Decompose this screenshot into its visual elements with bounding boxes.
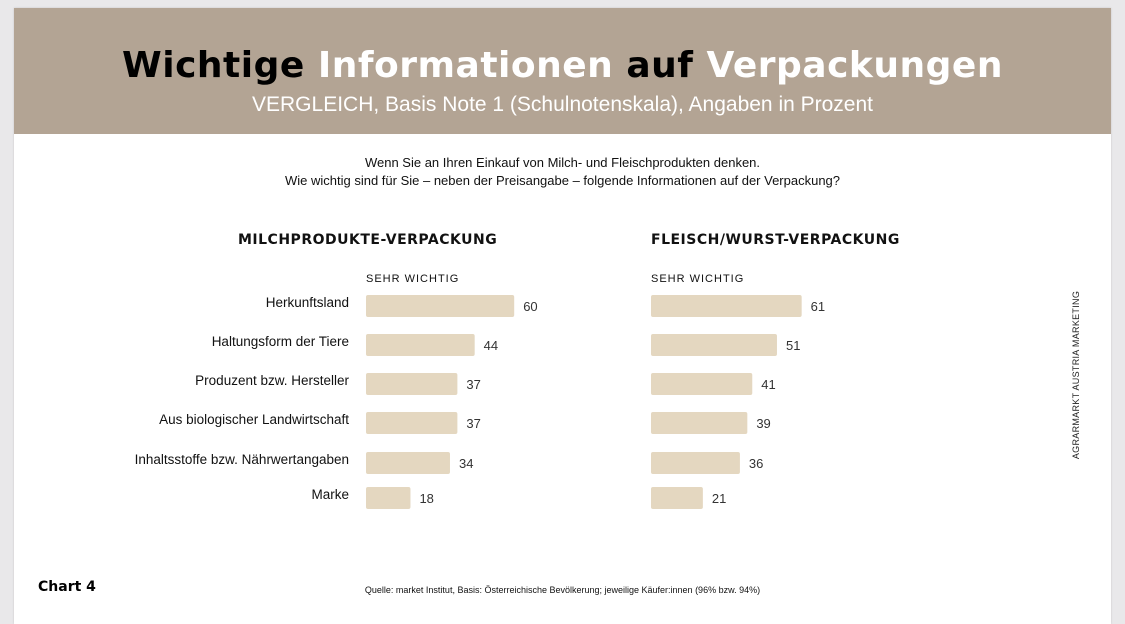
- bar-charts: MILCHPRODUKTE-VERPACKUNG SEHR WICHTIG 60 He…: [135, 232, 900, 509]
- fleisch-value-label-3: 39: [756, 416, 770, 431]
- fleisch-series-label: SEHR WICHTIG: [651, 273, 744, 285]
- title-word-3: auf: [626, 45, 694, 86]
- milch-chart-title: MILCHPRODUKTE-VERPACKUNG: [238, 232, 497, 248]
- slide: Wichtige Informationen auf Verpackungen …: [14, 8, 1111, 624]
- question-line-2: Wie wichtig sind für Sie – neben der Pre…: [284, 173, 841, 188]
- milch-bar-2: [366, 373, 458, 395]
- milch-value-label-4: 34: [459, 456, 473, 471]
- milch-value-label-0: 60: [523, 299, 537, 314]
- fleisch-bar-5: [651, 487, 703, 509]
- milch-series-label: SEHR WICHTIG: [366, 273, 459, 285]
- milch-value-label-3: 37: [466, 416, 480, 431]
- fleisch-value-label-1: 51: [786, 338, 800, 353]
- side-credit-text: AGRARMARKT AUSTRIA MARKETING: [1071, 290, 1081, 460]
- category-label-0: Herkunftsland: [266, 295, 349, 310]
- milch-bar-1: [366, 334, 475, 356]
- fleisch-bar-4: [651, 452, 740, 474]
- fleisch-value-label-5: 21: [712, 491, 726, 506]
- title-word-2: Informationen: [317, 45, 614, 86]
- fleisch-bar-3: [651, 412, 748, 434]
- chart-number: Chart 4: [38, 579, 96, 595]
- fleisch-value-label-0: 61: [811, 299, 825, 314]
- category-label-3: Aus biologischer Landwirtschaft: [159, 412, 349, 427]
- milch-bar-4: [366, 452, 450, 474]
- question-line-1: Wenn Sie an Ihren Einkauf von Milch- und…: [364, 155, 761, 170]
- milch-bar-3: [366, 412, 458, 434]
- category-label-5: Marke: [311, 487, 349, 502]
- fleisch-bar-2: [651, 373, 753, 395]
- category-label-1: Haltungsform der Tiere: [212, 334, 349, 349]
- title-word-1: Wichtige: [122, 45, 305, 86]
- milch-value-label-5: 18: [419, 491, 433, 506]
- fleisch-bar-1: [651, 334, 777, 356]
- survey-question: Wenn Sie an Ihren Einkauf von Milch- und…: [14, 154, 1111, 190]
- category-label-4: Inhaltsstoffe bzw. Nährwertangaben: [135, 452, 349, 467]
- milch-value-label-2: 37: [466, 377, 480, 392]
- header-banner: Wichtige Informationen auf Verpackungen …: [14, 8, 1111, 134]
- fleisch-value-label-2: 41: [761, 377, 775, 392]
- milch-value-label-1: 44: [484, 338, 498, 353]
- side-credit: AGRARMARKT AUSTRIA MARKETING: [1067, 290, 1087, 460]
- page-subtitle: VERGLEICH, Basis Note 1 (Schulnotenskala…: [252, 93, 873, 116]
- fleisch-bar-0: [651, 295, 802, 317]
- fleisch-chart-title: FLEISCH/WURST-VERPACKUNG: [651, 232, 900, 248]
- fleisch-value-label-4: 36: [749, 456, 763, 471]
- title-word-4: Verpackungen: [706, 45, 1003, 86]
- milch-bar-0: [366, 295, 515, 317]
- category-label-2: Produzent bzw. Hersteller: [195, 373, 349, 388]
- source-note: Quelle: market Institut, Basis: Österrei…: [364, 585, 761, 595]
- page-title: Wichtige Informationen auf Verpackungen: [14, 44, 1111, 88]
- milch-bar-5: [366, 487, 411, 509]
